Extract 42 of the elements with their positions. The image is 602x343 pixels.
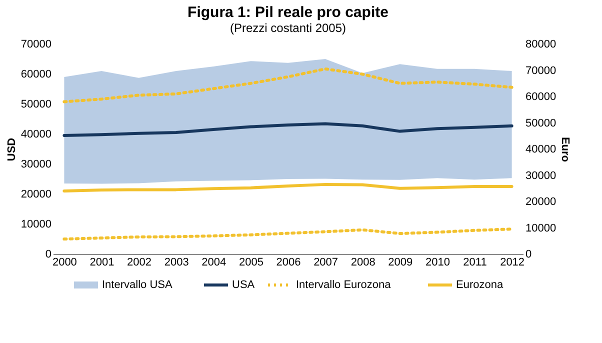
line-series: [62, 67, 514, 104]
y-tick-label: 60000: [20, 68, 52, 80]
y2-axis-title: Euro: [559, 136, 572, 162]
y2-tick-label: 80000: [526, 38, 556, 50]
chart-subtitle: (Prezzi costanti 2005): [230, 21, 346, 35]
chart-title: Figura 1: Pil reale pro capite: [188, 4, 388, 21]
y-tick-label: 50000: [20, 98, 52, 110]
x-tick-label: 2001: [90, 256, 114, 268]
y-tick-label: 10000: [20, 218, 52, 230]
y-tick-label: 30000: [20, 158, 52, 170]
y-tick-label: 20000: [20, 188, 52, 200]
x-tick-label: 2000: [52, 256, 77, 268]
y2-tick-label: 0: [526, 248, 532, 260]
y2-tick-label: 70000: [526, 64, 556, 77]
line-series: [62, 122, 514, 137]
y2-tick-label: 20000: [526, 196, 556, 208]
x-tick-label: 2010: [425, 256, 450, 268]
x-tick-label: 2006: [276, 256, 301, 268]
legend-label: USA: [232, 279, 256, 291]
legend-label: Intervallo USA: [102, 279, 173, 291]
line-series: [62, 182, 514, 192]
y2-tick-label: 10000: [526, 222, 556, 234]
x-tick-label: 2008: [350, 256, 376, 268]
y-axis-title: USD: [6, 138, 18, 162]
x-tick-label: 2005: [238, 256, 264, 268]
x-tick-label: 2011: [463, 256, 487, 268]
y-tick-label: 0: [45, 248, 52, 260]
y2-tick-label: 60000: [526, 91, 556, 103]
y2-tick-label: 40000: [526, 144, 556, 156]
x-tick-label: 2009: [388, 256, 413, 268]
legend-label: Intervallo Eurozona: [296, 279, 392, 291]
line-series: [62, 228, 514, 241]
x-tick-label: 2012: [500, 256, 525, 268]
y2-tick-label: 50000: [526, 117, 556, 130]
x-tick-label: 2007: [314, 256, 338, 268]
x-tick-label: 2002: [127, 256, 152, 268]
y2-tick-label: 30000: [526, 170, 556, 182]
x-tick-label: 2004: [202, 256, 226, 268]
y-tick-label: 70000: [20, 38, 52, 50]
x-tick-label: 2003: [164, 256, 189, 268]
y-tick-label: 40000: [20, 128, 52, 140]
legend-label: Eurozona: [456, 279, 504, 291]
